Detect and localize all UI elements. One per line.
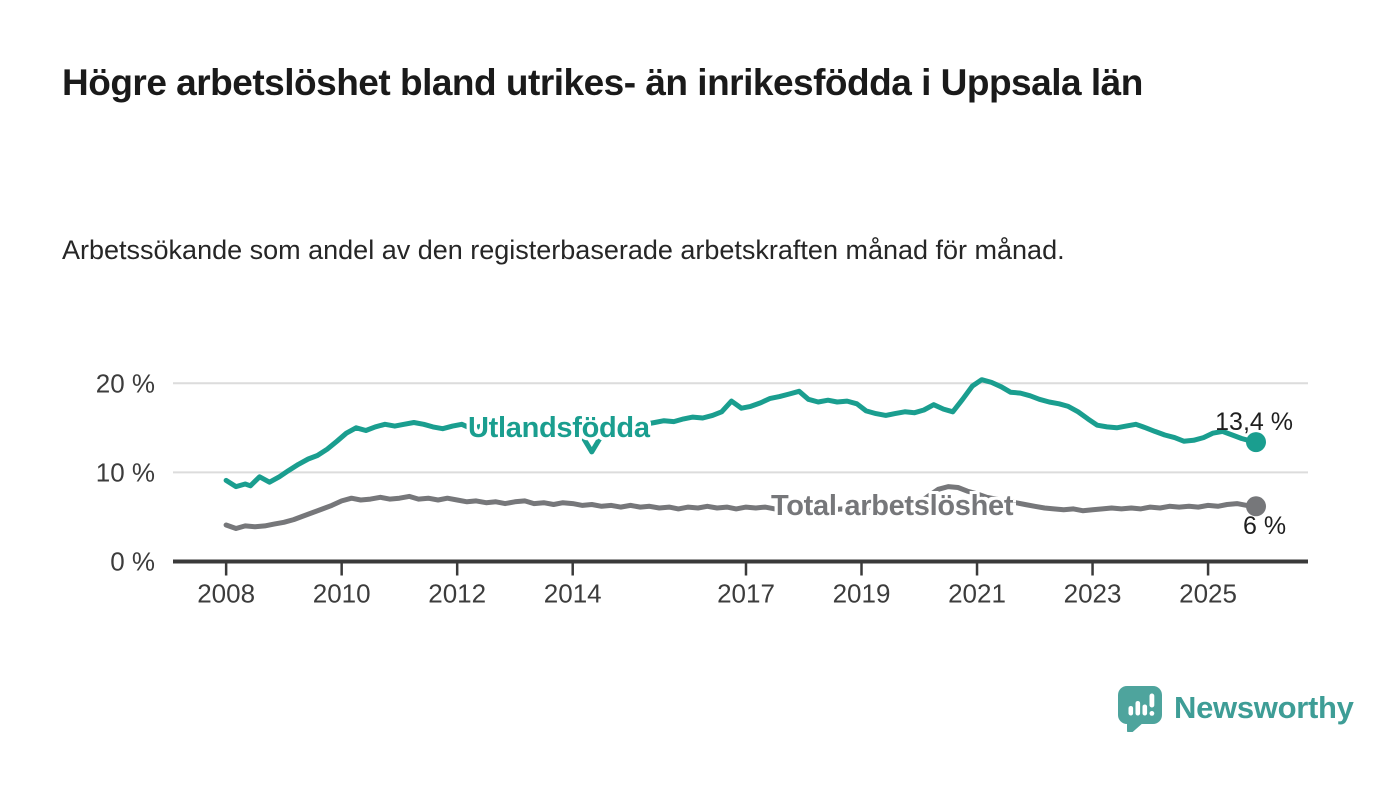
end-value-label-utlandsfodda: 13,4 % — [1215, 408, 1293, 436]
svg-text:0 %: 0 % — [110, 547, 155, 577]
svg-text:2019: 2019 — [833, 579, 891, 609]
newsworthy-logo-text: Newsworthy — [1174, 690, 1354, 725]
newsworthy-logo: Newsworthy — [1116, 684, 1354, 732]
svg-text:2021: 2021 — [948, 579, 1006, 609]
svg-text:2025: 2025 — [1179, 579, 1237, 609]
svg-text:2014: 2014 — [544, 579, 602, 609]
newsworthy-logo-icon — [1118, 686, 1162, 732]
svg-text:2010: 2010 — [313, 579, 371, 609]
end-value-label-total: 6 % — [1243, 512, 1287, 540]
svg-text:2008: 2008 — [197, 579, 255, 609]
svg-text:20 %: 20 % — [96, 368, 155, 398]
svg-text:2012: 2012 — [428, 579, 486, 609]
page-title: Högre arbetslöshet bland utrikes- än inr… — [62, 62, 1143, 103]
page-subtitle: Arbetssökande som andel av den registerb… — [62, 235, 1065, 265]
svg-text:2017: 2017 — [717, 579, 775, 609]
svg-text:2023: 2023 — [1064, 579, 1122, 609]
series-label-utlandsfodda: Utlandsfödda — [468, 412, 650, 444]
svg-text:10 %: 10 % — [96, 457, 155, 487]
series-label-total-arbetsloshet: Total arbetslöshet — [771, 490, 1014, 522]
